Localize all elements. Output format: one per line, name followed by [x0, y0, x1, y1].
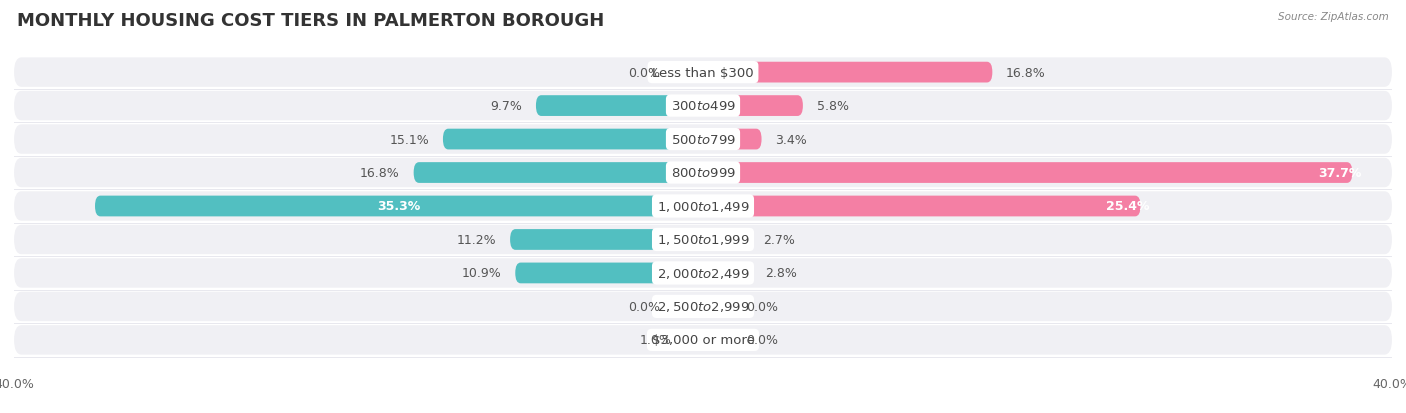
- FancyBboxPatch shape: [413, 163, 703, 183]
- Text: 0.0%: 0.0%: [747, 334, 778, 347]
- Text: 0.0%: 0.0%: [747, 300, 778, 313]
- Text: 2.7%: 2.7%: [763, 233, 796, 247]
- Text: $300 to $499: $300 to $499: [671, 100, 735, 113]
- FancyBboxPatch shape: [14, 125, 1392, 154]
- Text: 37.7%: 37.7%: [1317, 166, 1361, 180]
- Text: $3,000 or more: $3,000 or more: [651, 334, 755, 347]
- FancyBboxPatch shape: [703, 63, 993, 83]
- Text: 10.9%: 10.9%: [461, 267, 502, 280]
- Text: 16.8%: 16.8%: [360, 166, 399, 180]
- Text: Source: ZipAtlas.com: Source: ZipAtlas.com: [1278, 12, 1389, 22]
- Text: $2,000 to $2,499: $2,000 to $2,499: [657, 266, 749, 280]
- Text: $2,500 to $2,999: $2,500 to $2,999: [657, 300, 749, 313]
- Text: 11.2%: 11.2%: [457, 233, 496, 247]
- Text: 1.0%: 1.0%: [640, 334, 672, 347]
- FancyBboxPatch shape: [14, 159, 1392, 188]
- FancyBboxPatch shape: [14, 192, 1392, 221]
- FancyBboxPatch shape: [678, 296, 703, 317]
- Text: Less than $300: Less than $300: [652, 66, 754, 79]
- Text: $800 to $999: $800 to $999: [671, 166, 735, 180]
- FancyBboxPatch shape: [96, 196, 703, 217]
- Text: 35.3%: 35.3%: [377, 200, 420, 213]
- FancyBboxPatch shape: [14, 259, 1392, 288]
- FancyBboxPatch shape: [703, 163, 1353, 183]
- Text: 0.0%: 0.0%: [628, 66, 659, 79]
- FancyBboxPatch shape: [14, 92, 1392, 121]
- FancyBboxPatch shape: [703, 230, 749, 250]
- FancyBboxPatch shape: [703, 296, 728, 317]
- FancyBboxPatch shape: [703, 196, 1140, 217]
- FancyBboxPatch shape: [14, 225, 1392, 254]
- Text: 25.4%: 25.4%: [1107, 200, 1150, 213]
- FancyBboxPatch shape: [703, 330, 728, 350]
- Text: $500 to $799: $500 to $799: [671, 133, 735, 146]
- Text: 15.1%: 15.1%: [389, 133, 429, 146]
- FancyBboxPatch shape: [443, 129, 703, 150]
- FancyBboxPatch shape: [14, 58, 1392, 88]
- Text: 5.8%: 5.8%: [817, 100, 849, 113]
- FancyBboxPatch shape: [686, 330, 703, 350]
- FancyBboxPatch shape: [14, 325, 1392, 355]
- FancyBboxPatch shape: [678, 63, 703, 83]
- Text: MONTHLY HOUSING COST TIERS IN PALMERTON BOROUGH: MONTHLY HOUSING COST TIERS IN PALMERTON …: [17, 12, 605, 30]
- FancyBboxPatch shape: [510, 230, 703, 250]
- Text: $1,500 to $1,999: $1,500 to $1,999: [657, 233, 749, 247]
- FancyBboxPatch shape: [703, 129, 762, 150]
- FancyBboxPatch shape: [703, 263, 751, 284]
- Text: 2.8%: 2.8%: [765, 267, 797, 280]
- FancyBboxPatch shape: [515, 263, 703, 284]
- FancyBboxPatch shape: [14, 292, 1392, 321]
- Text: 3.4%: 3.4%: [775, 133, 807, 146]
- FancyBboxPatch shape: [536, 96, 703, 117]
- Text: 0.0%: 0.0%: [628, 300, 659, 313]
- Text: $1,000 to $1,499: $1,000 to $1,499: [657, 199, 749, 214]
- FancyBboxPatch shape: [703, 96, 803, 117]
- Text: 16.8%: 16.8%: [1007, 66, 1046, 79]
- Text: 9.7%: 9.7%: [491, 100, 522, 113]
